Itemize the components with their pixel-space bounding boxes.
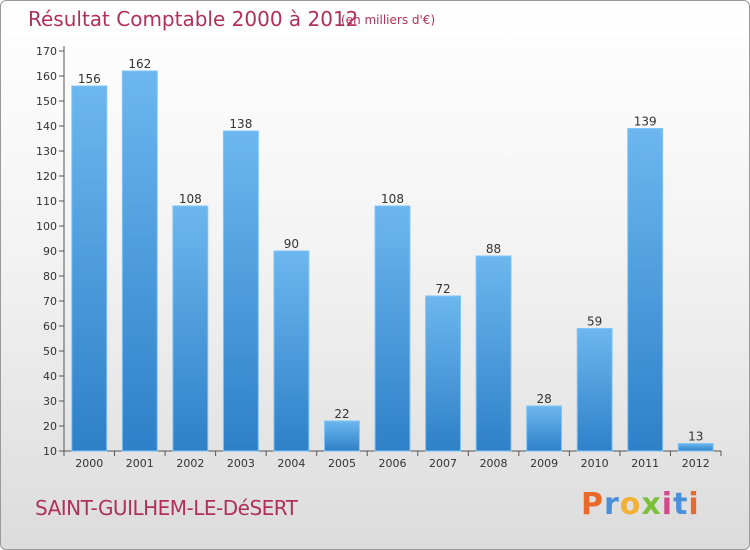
bar-2009 xyxy=(526,405,563,452)
y-tick-label: 120 xyxy=(36,170,57,183)
data-labels-group: 156 162 108 138 90 22 108 72 88 28 59 139 13 xyxy=(78,57,704,444)
logo-letter: P xyxy=(581,487,604,522)
data-label-2007: 72 xyxy=(435,282,450,296)
x-tick-label-2010: 2010 xyxy=(581,457,609,470)
data-label-2002: 108 xyxy=(179,192,202,206)
y-tick-label: 130 xyxy=(36,145,57,158)
chart-title: Résultat Comptable 2000 à 2012 xyxy=(28,7,359,31)
y-tick-label: 40 xyxy=(43,370,57,383)
y-tick-label: 150 xyxy=(36,95,57,108)
x-tick-label-2001: 2001 xyxy=(126,457,154,470)
x-tick-label-2002: 2002 xyxy=(176,457,204,470)
bar-2007 xyxy=(425,295,461,452)
bar-2011 xyxy=(627,128,664,452)
data-label-2006: 108 xyxy=(381,192,404,206)
x-tick-label-2003: 2003 xyxy=(227,457,255,470)
data-label-2009: 28 xyxy=(536,392,551,406)
bar-2003 xyxy=(222,130,259,452)
data-label-2012: 13 xyxy=(688,430,703,444)
data-label-2005: 22 xyxy=(334,407,349,421)
logo-letter: t xyxy=(673,487,689,522)
data-label-2003: 138 xyxy=(229,117,252,131)
y-tick-label: 100 xyxy=(36,220,57,233)
bar-2008 xyxy=(475,255,512,452)
bar-2010 xyxy=(576,328,613,452)
chart-subtitle: (en milliers d'€) xyxy=(341,13,436,27)
y-tick-label: 110 xyxy=(36,195,57,208)
town-name: SAINT-GUILHEM-LE-DéSERT xyxy=(35,496,298,520)
proxiti-logo[interactable]: Proxiti xyxy=(581,487,700,522)
x-tick-label-2011: 2011 xyxy=(631,457,659,470)
data-label-2008: 88 xyxy=(486,242,501,256)
y-tick-label: 50 xyxy=(43,345,57,358)
data-label-2010: 59 xyxy=(587,315,602,329)
y-tick-label: 140 xyxy=(36,120,57,133)
x-tick-label-2012: 2012 xyxy=(682,457,710,470)
logo-letter: x xyxy=(641,487,662,522)
logo-letter: o xyxy=(619,487,642,522)
bars-group xyxy=(71,70,714,452)
y-tick-label: 160 xyxy=(36,70,57,83)
logo-letter: i xyxy=(688,487,700,522)
y-tick-label: 30 xyxy=(43,395,57,408)
logo-letter: i xyxy=(661,487,674,522)
axes: 10 20 30 40 50 60 70 80 90 100 110 120 130 140 150 160 1… xyxy=(36,45,722,470)
data-label-2001: 162 xyxy=(128,57,151,71)
bar-2005 xyxy=(324,420,360,452)
bar-2006 xyxy=(374,205,411,452)
bar-2012 xyxy=(677,443,714,452)
data-label-2011: 139 xyxy=(634,115,657,129)
data-label-2000: 156 xyxy=(78,72,101,86)
x-tick-label-2009: 2009 xyxy=(530,457,558,470)
y-tick-label: 70 xyxy=(43,295,57,308)
x-tick-label-2005: 2005 xyxy=(328,457,356,470)
x-tick-label-2007: 2007 xyxy=(429,457,457,470)
bar-2001 xyxy=(121,70,158,452)
bar-2004 xyxy=(273,250,310,452)
x-tick-label-2004: 2004 xyxy=(277,457,305,470)
y-tick-label: 90 xyxy=(43,245,57,258)
x-tick-label-2000: 2000 xyxy=(75,457,103,470)
y-tick-label: 170 xyxy=(36,45,57,58)
y-tick-label: 10 xyxy=(43,445,57,458)
y-tick-label: 80 xyxy=(43,270,57,283)
bar-2000 xyxy=(71,85,108,452)
y-tick-label: 60 xyxy=(43,320,57,333)
data-label-2004: 90 xyxy=(284,237,299,251)
logo-letter: r xyxy=(604,487,620,522)
bar-2002 xyxy=(172,205,209,452)
x-tick-label-2008: 2008 xyxy=(480,457,508,470)
y-tick-label: 20 xyxy=(43,420,57,433)
x-tick-label-2006: 2006 xyxy=(379,457,407,470)
